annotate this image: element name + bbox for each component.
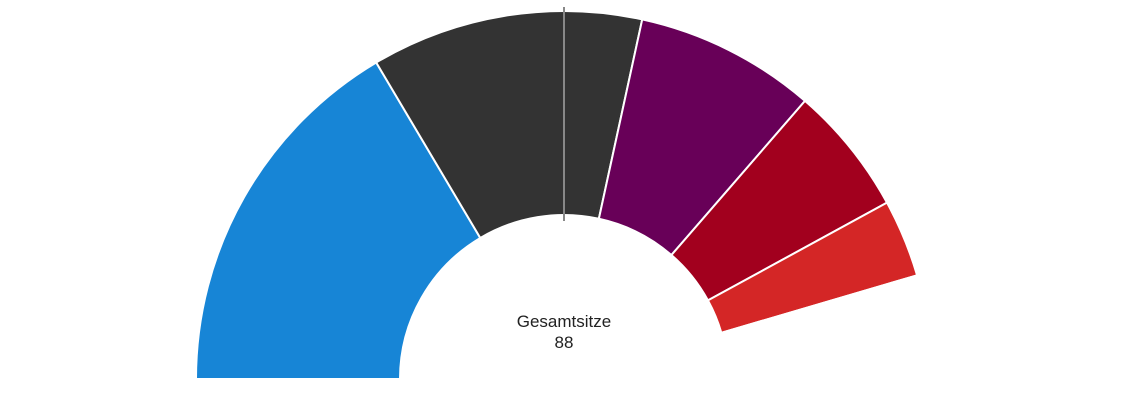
seat-slice-6 <box>720 274 934 380</box>
total-seats-label: Gesamtsitze <box>517 312 611 331</box>
seat-slice-2 <box>374 10 644 240</box>
seat-slice-1 <box>194 61 482 380</box>
total-seats-value: 88 <box>555 333 574 352</box>
chart-slices <box>194 10 934 380</box>
